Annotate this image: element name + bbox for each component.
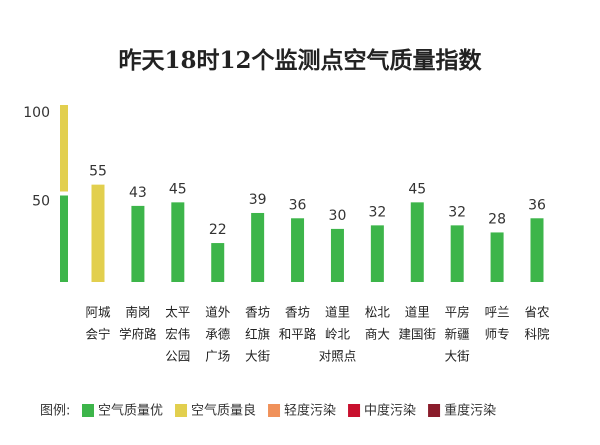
legend-label: 中度污染 — [364, 403, 416, 419]
x-tick-label: 广场 — [205, 349, 230, 364]
x-tick-label: 会宁 — [85, 327, 110, 342]
legend-swatch — [268, 404, 281, 417]
scale-segment — [60, 105, 68, 192]
x-tick-label: 岭北 — [325, 327, 351, 342]
x-tick-label: 道里 — [405, 305, 430, 320]
x-tick-label: 松北 — [365, 305, 391, 320]
legend-swatch — [175, 404, 188, 417]
x-tick-label: 太平 — [165, 305, 190, 320]
legend-title: 图例: — [40, 404, 70, 419]
bar — [171, 202, 185, 282]
value-label: 30 — [329, 208, 347, 224]
x-tick-label: 建国街 — [399, 327, 437, 342]
x-tick-label: 道外 — [205, 305, 231, 320]
bar — [490, 232, 504, 282]
x-tick-label: 商大 — [365, 327, 390, 342]
bar — [291, 218, 305, 282]
bar — [211, 243, 225, 282]
x-tick-label: 香坊 — [285, 305, 310, 320]
x-tick-label: 公园 — [165, 349, 190, 364]
chart-title: 昨天18时12个监测点空气质量指数 — [118, 47, 482, 74]
x-tick-label: 对照点 — [319, 349, 357, 364]
legend-swatch — [348, 404, 361, 417]
value-label: 32 — [448, 204, 466, 220]
value-label: 28 — [488, 211, 506, 227]
legend-swatch — [82, 404, 94, 417]
x-tick-label: 和平路 — [279, 327, 317, 342]
x-tick-label: 师专 — [485, 327, 510, 342]
bar — [370, 225, 384, 282]
value-label: 55 — [89, 164, 107, 180]
value-label: 45 — [169, 181, 187, 197]
legend-label: 轻度污染 — [284, 403, 336, 419]
y-tick-label: 50 — [32, 194, 50, 210]
x-tick-label: 省农 — [524, 305, 550, 320]
value-label: 43 — [129, 185, 147, 201]
x-tick-label: 学府路 — [119, 327, 157, 342]
x-tick-label: 道里 — [325, 305, 350, 320]
bar — [450, 225, 464, 282]
x-tick-label: 大街 — [445, 349, 470, 364]
x-tick-label: 承德 — [205, 327, 231, 342]
legend-swatch — [428, 404, 441, 417]
legend-label: 空气质量优 — [98, 403, 163, 419]
scale-segment — [60, 195, 68, 282]
value-label: 36 — [289, 197, 307, 213]
x-tick-label: 科院 — [524, 327, 550, 342]
x-tick-label: 大街 — [245, 349, 270, 364]
bar — [251, 212, 265, 282]
value-label: 39 — [249, 192, 267, 208]
legend-label: 空气质量良 — [191, 403, 256, 419]
value-label: 32 — [368, 204, 386, 220]
x-tick-label: 宏伟 — [165, 327, 190, 342]
value-label: 45 — [408, 181, 426, 197]
bar — [530, 218, 544, 282]
y-tick-label: 100 — [23, 105, 50, 121]
x-tick-label: 阿城 — [85, 305, 111, 320]
bar — [131, 205, 145, 282]
x-tick-label: 香坊 — [245, 305, 270, 320]
value-label: 36 — [528, 197, 546, 213]
x-tick-label: 呼兰 — [485, 305, 510, 320]
x-tick-label: 新疆 — [445, 327, 470, 342]
x-tick-label: 南岗 — [125, 305, 150, 320]
bar — [330, 228, 344, 282]
x-tick-label: 红旗 — [245, 327, 270, 342]
x-tick-label: 平房 — [445, 305, 470, 320]
legend-label: 重度污染 — [444, 403, 496, 419]
value-label: 22 — [209, 222, 227, 238]
bar — [91, 184, 105, 282]
bar — [410, 202, 424, 282]
